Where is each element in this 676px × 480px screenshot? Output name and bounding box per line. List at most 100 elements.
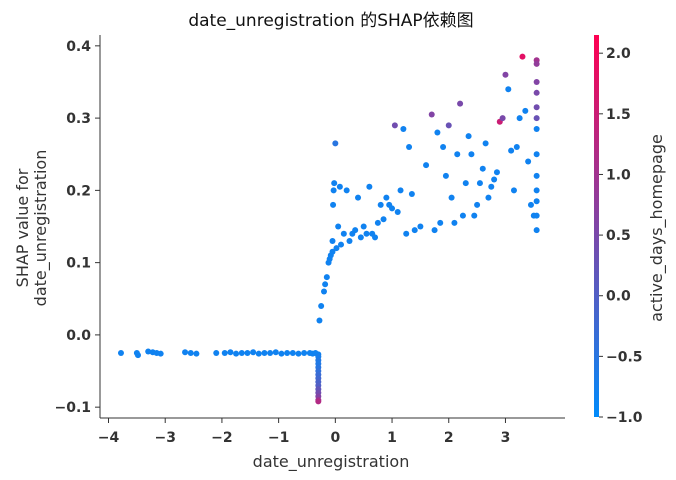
scatter-point: [318, 302, 325, 309]
colorbar-tick-label: 1.0: [606, 167, 631, 183]
scatter-point: [134, 352, 141, 359]
scatter-point: [468, 151, 475, 158]
scatter-point: [284, 349, 291, 356]
scatter-point: [320, 288, 327, 295]
scatter-point: [454, 151, 461, 158]
scatter-point: [502, 71, 509, 78]
colorbar-tick-label: 1.5: [606, 107, 631, 123]
scatter-point: [301, 349, 308, 356]
scatter-point: [329, 237, 336, 244]
scatter-point: [233, 350, 240, 357]
scatter-point: [533, 104, 540, 111]
scatter-point: [417, 223, 424, 230]
scatter-point: [533, 151, 540, 158]
scatter-point: [330, 201, 337, 208]
scatter-point: [406, 144, 413, 151]
scatter-point: [527, 201, 534, 208]
scatter-point: [329, 248, 336, 255]
x-tick-label: −4: [98, 430, 120, 446]
x-tick-label: −2: [211, 430, 232, 446]
scatter-point: [323, 274, 330, 281]
y-tick-label: 0.1: [66, 256, 91, 272]
scatter-point: [471, 212, 478, 219]
scatter-point: [516, 115, 523, 122]
scatter-point: [479, 165, 486, 172]
scatter-point: [533, 198, 540, 205]
scatter-point: [332, 140, 339, 147]
scatter-point: [338, 241, 345, 248]
scatter-point: [250, 349, 257, 356]
scatter-point: [491, 176, 498, 183]
scatter-point: [333, 245, 340, 252]
colorbar-ticks: −1.0 −0.5 0.0 0.5 1.0 1.5 2.0: [599, 46, 643, 426]
scatter-point: [431, 227, 438, 234]
scatter-point: [360, 223, 367, 230]
x-tick-label: 0: [330, 430, 340, 446]
scatter-point: [295, 350, 302, 357]
scatter-point: [510, 187, 517, 194]
scatter-point: [442, 172, 449, 179]
x-tick-label: −3: [154, 430, 175, 446]
x-tick-label: 1: [387, 430, 397, 446]
y-tick-label: 0.3: [66, 111, 91, 127]
scatter-point: [505, 86, 512, 93]
scatter-point: [322, 281, 329, 288]
colorbar-tick-label: −0.5: [606, 349, 643, 365]
scatter-point: [145, 348, 152, 355]
scatter-point: [377, 201, 384, 208]
scatter-point: [525, 158, 532, 165]
scatter-point: [440, 144, 447, 151]
colorbar-tick-label: 0.0: [606, 289, 631, 305]
colorbar-tick-label: 2.0: [606, 46, 631, 62]
scatter-point: [261, 349, 268, 356]
scatter-point: [289, 349, 296, 356]
scatter-point: [400, 125, 407, 132]
scatter-point: [221, 349, 228, 356]
scatter-point: [213, 349, 220, 356]
scatter-point: [499, 115, 506, 122]
colorbar: [594, 35, 599, 417]
x-tick-label: −1: [268, 430, 289, 446]
scatter-point: [519, 53, 526, 60]
scatter-point: [366, 183, 373, 190]
colorbar-tick-label: 0.5: [606, 228, 631, 244]
scatter-point: [352, 227, 359, 234]
scatter-point: [533, 78, 540, 85]
scatter-point: [330, 187, 337, 194]
scatter-point: [408, 190, 415, 197]
y-tick-label: 0.4: [66, 39, 91, 55]
y-tick-label: −0.1: [54, 400, 91, 416]
scatter-point: [331, 180, 338, 187]
scatter-point: [522, 107, 529, 114]
scatter-point: [437, 219, 444, 226]
scatter-point: [397, 187, 404, 194]
x-axis-label: date_unregistration: [253, 452, 410, 472]
y-axis-label-line-1: SHAP value for: [13, 168, 32, 287]
scatter-point: [238, 349, 245, 356]
scatter-point: [428, 111, 435, 118]
colorbar-tick-label: −1.0: [606, 410, 643, 426]
y-axis-label-line-2: date_unregistration: [31, 150, 51, 307]
scatter-point: [533, 125, 540, 132]
scatter-point: [255, 350, 262, 357]
scatter-point: [476, 180, 483, 187]
scatter-point: [462, 180, 469, 187]
scatter-point: [316, 317, 323, 324]
scatter-point: [533, 60, 540, 67]
scatter-point: [346, 237, 353, 244]
y-tick-label: 0.0: [66, 328, 91, 344]
chart-title: date_unregistration 的SHAP依赖图: [188, 11, 473, 31]
scatter-point: [434, 129, 441, 136]
scatter-point: [533, 115, 540, 122]
plot-axes: −4 −3 −2 −1 0 1 2 3 −0.1 0.0 0.1 0.2 0.3 0.4: [54, 35, 565, 446]
scatter-point: [193, 350, 200, 357]
scatter-point: [343, 187, 350, 194]
scatter-point: [374, 219, 381, 226]
scatter-point: [459, 212, 466, 219]
scatter-point: [448, 194, 455, 201]
scatter-point: [187, 349, 194, 356]
scatter-point: [394, 209, 401, 216]
scatter-point: [278, 350, 285, 357]
colorbar-label: active_days_homepage: [647, 134, 667, 322]
